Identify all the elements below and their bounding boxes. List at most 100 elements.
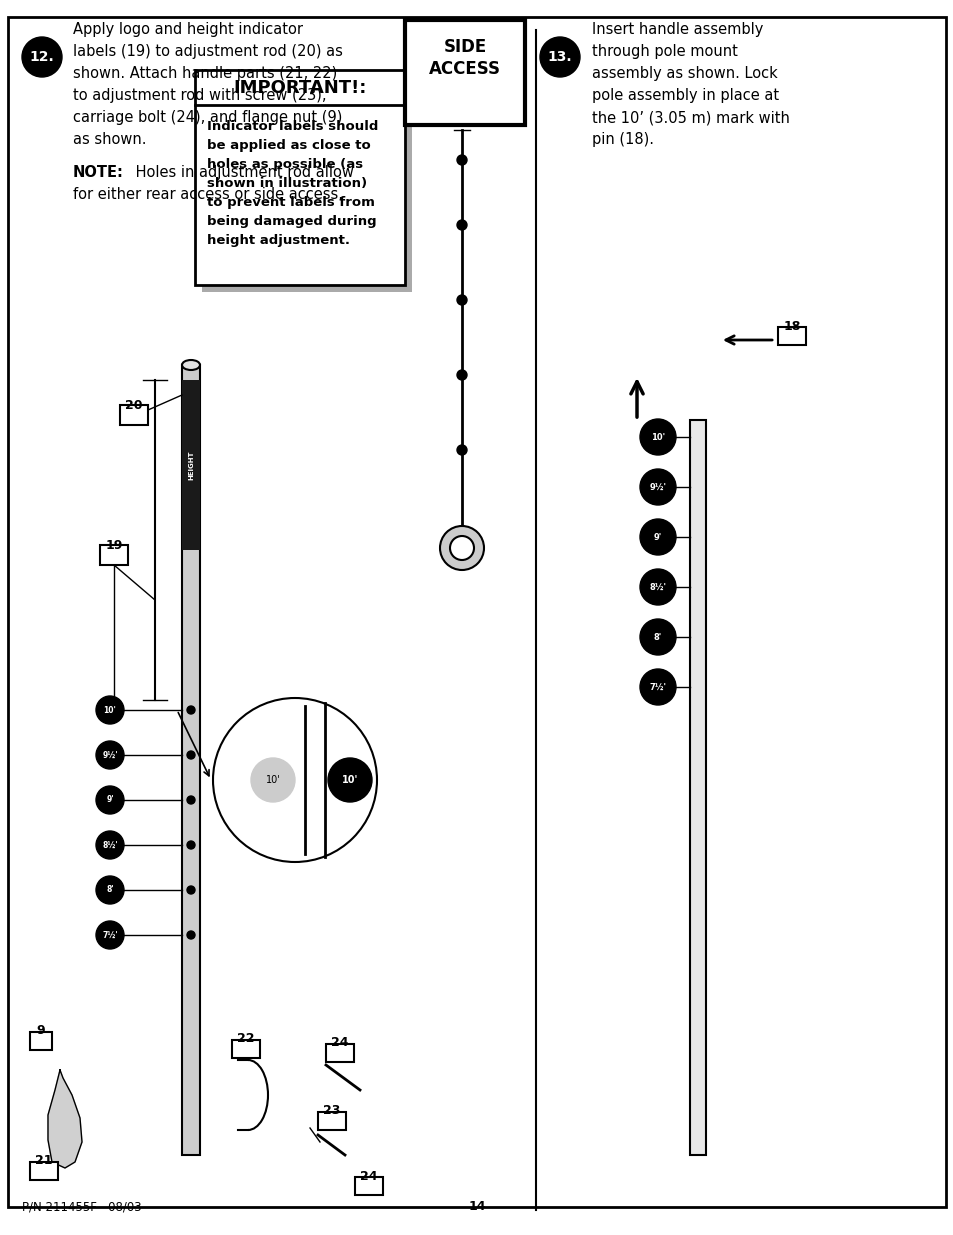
Circle shape [22,37,62,77]
Text: IMPORTANT!:: IMPORTANT!: [233,79,366,96]
Text: 8½': 8½' [102,841,118,850]
Bar [232,1040,260,1058]
Bar [355,1177,382,1195]
Text: carriage bolt (24), and flange nut (9): carriage bolt (24), and flange nut (9) [73,110,342,125]
Text: 9½': 9½' [102,751,117,760]
Circle shape [456,445,467,454]
Text: 7½': 7½' [102,930,118,940]
Text: 9': 9' [653,532,661,541]
Text: 10': 10' [341,776,357,785]
Text: being damaged during: being damaged during [207,215,376,228]
Text: 14: 14 [468,1200,485,1214]
Text: 10': 10' [104,705,116,715]
Text: 8': 8' [106,885,113,894]
Circle shape [456,370,467,380]
Circle shape [187,797,194,804]
Bar [120,405,148,425]
Circle shape [639,619,676,655]
Bar [100,545,128,564]
Text: labels (19) to adjustment rod (20) as: labels (19) to adjustment rod (20) as [73,44,342,59]
Text: 18: 18 [782,320,800,332]
Text: 9½': 9½' [649,483,666,492]
Circle shape [639,469,676,505]
Circle shape [213,698,376,862]
Text: to adjustment rod with screw (23),: to adjustment rod with screw (23), [73,88,326,103]
Bar [30,1032,52,1050]
Text: Indicator labels should: Indicator labels should [207,120,378,133]
Text: 22: 22 [237,1032,254,1046]
Circle shape [96,741,124,769]
Circle shape [456,220,467,230]
Circle shape [187,751,194,760]
Text: 20: 20 [125,399,143,411]
Text: pin (18).: pin (18). [592,132,654,147]
Text: Insert handle assembly: Insert handle assembly [592,22,762,37]
Text: Apply logo and height indicator: Apply logo and height indicator [73,22,303,37]
Circle shape [96,876,124,904]
Text: 12.: 12. [30,49,54,64]
Circle shape [187,841,194,848]
Circle shape [96,785,124,814]
Bar [317,1112,346,1130]
Circle shape [187,931,194,939]
Text: through pole mount: through pole mount [592,44,737,59]
Circle shape [456,295,467,305]
Circle shape [187,885,194,894]
Text: shown. Attach handle parts (21, 22): shown. Attach handle parts (21, 22) [73,65,337,82]
Text: Holes in adjustment rod allow: Holes in adjustment rod allow [131,165,354,180]
Circle shape [439,526,483,571]
Text: assembly as shown. Lock: assembly as shown. Lock [592,65,777,82]
Text: 7½': 7½' [649,683,666,692]
Circle shape [539,37,579,77]
Text: be applied as close to: be applied as close to [207,140,371,152]
Circle shape [456,156,467,165]
Text: shown in illustration): shown in illustration) [207,177,367,190]
Text: 9': 9' [106,795,113,804]
Ellipse shape [182,359,200,370]
Text: 10': 10' [265,776,280,785]
Circle shape [328,758,372,802]
Circle shape [639,669,676,705]
Text: 23: 23 [323,1104,340,1118]
Text: 9: 9 [36,1025,45,1037]
Text: 8½': 8½' [649,583,666,592]
Circle shape [450,536,474,559]
Bar [182,380,200,550]
Text: 10': 10' [650,432,664,441]
Text: ACCESS: ACCESS [429,61,500,78]
Text: holes as possible (as: holes as possible (as [207,158,363,170]
Bar [30,1162,58,1179]
Text: height adjustment.: height adjustment. [207,233,350,247]
Bar [194,70,405,285]
Circle shape [251,758,294,802]
Text: NOTE:: NOTE: [73,165,124,180]
Circle shape [639,419,676,454]
Text: the 10’ (3.05 m) mark with: the 10’ (3.05 m) mark with [592,110,789,125]
Text: pole assembly in place at: pole assembly in place at [592,88,779,103]
Circle shape [96,697,124,724]
Bar [202,77,412,291]
Text: 24: 24 [331,1036,349,1050]
Text: as shown.: as shown. [73,132,147,147]
Text: HEIGHT: HEIGHT [188,451,193,479]
Bar [405,20,524,125]
Bar [689,420,705,1155]
Bar [778,327,805,345]
Bar [326,1044,354,1062]
Text: 21: 21 [35,1155,52,1167]
Circle shape [639,519,676,555]
Polygon shape [48,1070,82,1168]
Text: for either rear access or side access.: for either rear access or side access. [73,186,343,203]
Bar [182,366,200,1155]
Text: 8': 8' [653,632,661,641]
Circle shape [96,921,124,948]
Circle shape [187,706,194,714]
Circle shape [96,831,124,860]
Text: 19: 19 [105,538,123,552]
Text: 24: 24 [360,1170,377,1182]
Text: 13.: 13. [547,49,572,64]
Text: P/N 211455F   08/03: P/N 211455F 08/03 [22,1200,141,1214]
Text: to prevent labels from: to prevent labels from [207,196,375,209]
Text: SIDE: SIDE [443,38,486,56]
Circle shape [639,569,676,605]
